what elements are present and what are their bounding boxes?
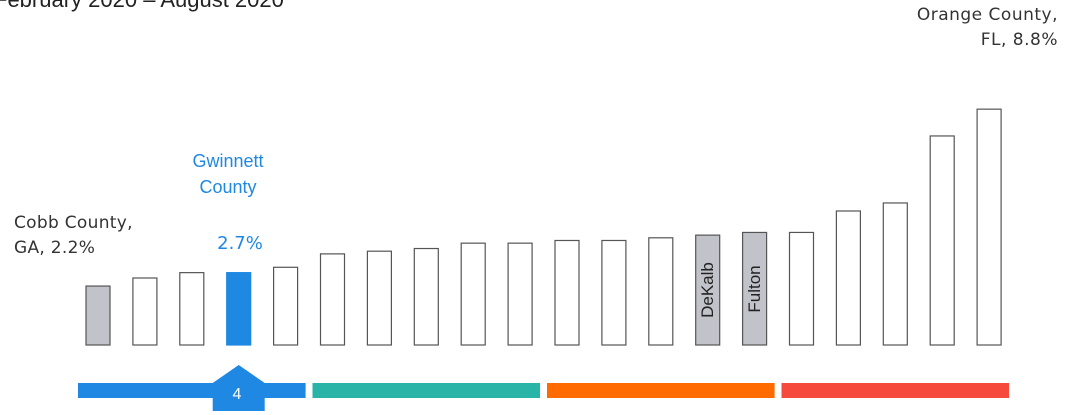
bar-15: [741, 231, 768, 346]
max-annotation-line2: FL, 8.8%: [980, 30, 1058, 50]
min-bar-annotation: Cobb County, GA, 2.2%: [14, 211, 133, 261]
bar-label-dekalb: DeKalb: [697, 262, 717, 318]
bar-16: [788, 231, 815, 346]
bar-6: [319, 253, 346, 346]
bar-2: [132, 277, 158, 346]
chart-title: February 2020 – August 2020: [0, 0, 284, 13]
max-annotation-line1: Orange County,: [916, 5, 1058, 25]
highlight-annotation-line2: County: [199, 177, 257, 197]
tier-segment-4: [781, 383, 1010, 398]
bar-1: [85, 285, 111, 346]
tier-marker-label: 4: [232, 386, 242, 403]
bar-11: [554, 239, 580, 346]
bar-20: [976, 108, 1002, 346]
bar-3: [179, 272, 205, 346]
bar-13: [648, 237, 674, 346]
min-annotation-line2: GA, 2.2%: [14, 238, 96, 258]
bar-4: [226, 272, 252, 346]
bar-10: [507, 242, 533, 346]
bars-group: [85, 108, 1002, 346]
bar-9: [460, 242, 486, 346]
bar-18: [882, 202, 908, 346]
bar-17: [835, 210, 862, 346]
bar-19: [929, 135, 955, 346]
bar-8: [413, 247, 439, 346]
bar-7: [366, 250, 392, 346]
tier-segment-1: [78, 383, 306, 398]
min-annotation-line1: Cobb County,: [14, 213, 133, 233]
bar-14: [695, 234, 721, 346]
bar-label-fulton: Fulton: [744, 265, 764, 313]
max-bar-annotation: Orange County, FL, 8.8%: [917, 3, 1058, 53]
highlight-value-label: 2.7%: [217, 233, 263, 254]
bar-5: [273, 266, 299, 346]
bar-12: [601, 239, 627, 346]
tier-marker: [212, 365, 265, 411]
tier-segment-2: [312, 383, 541, 398]
tier-segment-3: [547, 383, 775, 398]
highlight-annotation-line1: Gwinnett: [192, 151, 264, 171]
highlight-annotation: Gwinnett County: [163, 148, 293, 200]
